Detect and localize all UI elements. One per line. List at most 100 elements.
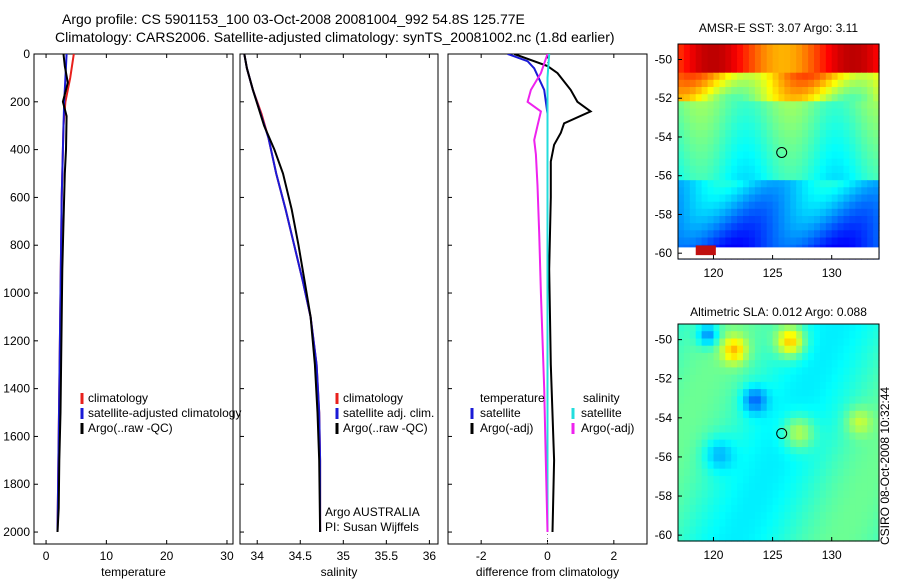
heatmap-cell	[754, 432, 762, 441]
heatmap-cell	[843, 432, 850, 441]
heatmap-cell	[766, 79, 774, 88]
heatmap-cell	[837, 374, 845, 383]
heatmap-cell	[754, 65, 762, 74]
heatmap-cell	[790, 367, 797, 376]
heatmap-cell	[683, 79, 691, 88]
heatmap-cell	[790, 432, 797, 441]
heatmap-cell	[778, 345, 785, 354]
heatmap-cell	[772, 51, 780, 59]
land-mask	[695, 245, 716, 256]
heatmap-cell	[725, 338, 732, 347]
heatmap-cell	[719, 425, 726, 434]
heatmap-cell	[719, 381, 726, 390]
heatmap-cell	[855, 454, 862, 462]
heatmap-cell	[731, 230, 738, 239]
heatmap-cell	[867, 137, 874, 145]
heatmap-cell	[695, 403, 703, 412]
map-title: Altimetric SLA: 0.012 Argo: 0.088	[690, 305, 867, 319]
heatmap-cell	[754, 122, 762, 131]
heatmap-cell	[701, 216, 709, 224]
heatmap-cell	[831, 454, 839, 462]
heatmap-cell	[796, 526, 803, 535]
heatmap-cell	[778, 151, 785, 160]
heatmap-cell	[808, 338, 815, 347]
heatmap-cell	[760, 497, 768, 506]
series-line	[56, 54, 69, 533]
heatmap-cell	[689, 208, 697, 217]
x-tick-label: -2	[476, 549, 487, 563]
heatmap-cell	[754, 115, 762, 124]
heatmap-cell	[772, 367, 780, 376]
heatmap-cell	[772, 331, 780, 339]
heatmap-cell	[689, 490, 697, 499]
heatmap-cell	[701, 144, 709, 153]
heatmap-cell	[707, 331, 715, 339]
heatmap-cell	[760, 44, 768, 52]
heatmap-cell	[731, 324, 738, 332]
heatmap-cell	[796, 180, 803, 188]
heatmap-cell	[849, 374, 856, 383]
y-tick-label: 1400	[3, 382, 30, 396]
heatmap-cell	[760, 144, 768, 153]
heatmap-cell	[701, 475, 709, 484]
heatmap-cell	[825, 158, 833, 167]
heatmap-cell	[849, 396, 856, 405]
heatmap-cell	[867, 108, 874, 117]
heatmap-cell	[695, 208, 703, 217]
heatmap-cell	[683, 158, 691, 167]
heatmap-cell	[808, 237, 815, 246]
heatmap-cell	[701, 360, 709, 368]
heatmap-cell	[825, 526, 833, 535]
heatmap-cell	[731, 44, 738, 52]
heatmap-cell	[766, 101, 774, 110]
heatmap-cell	[701, 94, 709, 102]
heatmap-cell	[766, 216, 774, 224]
heatmap-cell	[790, 173, 797, 181]
heatmap-cell	[849, 44, 856, 52]
heatmap-cell	[748, 367, 756, 376]
heatmap-cell	[814, 130, 821, 138]
heatmap-cell	[778, 223, 785, 231]
heatmap-cell	[760, 367, 768, 376]
heatmap-cell	[790, 447, 797, 455]
heatmap-cell	[784, 519, 791, 528]
heatmap-cell	[737, 403, 744, 412]
heatmap-cell	[802, 519, 809, 528]
heatmap-cell	[808, 194, 815, 203]
float-location-marker	[776, 146, 788, 158]
heatmap-cell	[725, 44, 732, 52]
heatmap-cell	[766, 425, 774, 434]
heatmap-cell	[778, 338, 785, 347]
heatmap-cell	[689, 65, 697, 74]
heatmap-cell	[678, 497, 685, 506]
heatmap-cell	[837, 115, 845, 124]
heatmap-cell	[808, 396, 815, 405]
heatmap-cell	[861, 180, 868, 188]
heatmap-cell	[855, 165, 862, 174]
heatmap-cell	[873, 374, 880, 383]
heatmap-cell	[837, 331, 845, 339]
heatmap-cell	[731, 345, 738, 354]
heatmap-cell	[819, 101, 827, 110]
y-tick-label: -50	[655, 333, 673, 347]
heatmap-cell	[831, 410, 839, 419]
heatmap-cell	[683, 144, 691, 153]
heatmap-cell	[861, 475, 868, 484]
heatmap-cell	[855, 396, 862, 405]
heatmap-cell	[873, 87, 880, 95]
heatmap-cell	[825, 389, 833, 397]
heatmap-cell	[778, 389, 785, 397]
heatmap-cell	[819, 533, 827, 542]
heatmap-cell	[683, 94, 691, 102]
y-tick-label: 1000	[3, 286, 30, 300]
heatmap-cell	[814, 158, 821, 167]
heatmap-cell	[737, 144, 744, 153]
heatmap-cell	[719, 65, 726, 74]
heatmap-cell	[754, 533, 762, 542]
heatmap-cell	[778, 194, 785, 203]
heatmap-cell	[743, 352, 750, 361]
heatmap-cell	[831, 374, 839, 383]
heatmap-cell	[683, 360, 691, 368]
heatmap-cell	[814, 44, 821, 52]
heatmap-cell	[713, 432, 720, 441]
